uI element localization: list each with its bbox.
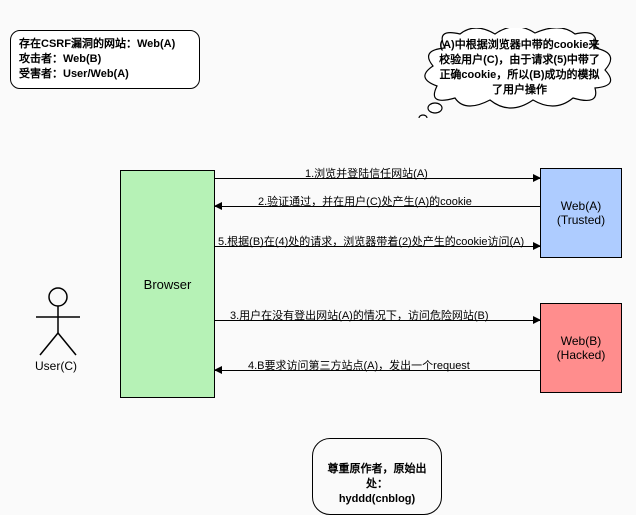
arrow-label: 3.用户在没有登出网站(A)的情况下，访问危险网站(B) <box>230 307 489 323</box>
legend-box: 存在CSRF漏洞的网站：Web(A) 攻击者：Web(B) 受害者：User/W… <box>10 30 200 89</box>
arrow-label: 5.根据(B)在(4)处的请求，浏览器带着(2)处产生的cookie访问(A) <box>218 233 524 249</box>
callout-text: (A)中根据浏览器中带的cookie来校验用户(C)，由于请求(5)中带了正确c… <box>437 38 602 97</box>
legend-line: 存在CSRF漏洞的网站：Web(A) <box>19 37 191 52</box>
arrow-label: 4.B要求访问第三方站点(A)，发出一个request <box>248 357 470 373</box>
attribution: 尊重原作者，原始出处： hyddd(cnblog) <box>312 438 442 515</box>
arrow-label: 1.浏览并登陆信任网站(A) <box>305 165 428 181</box>
node-web-b-label: Web(B) (Hacked) <box>557 334 606 362</box>
node-web-a: Web(A) (Trusted) <box>540 168 622 258</box>
node-web-b: Web(B) (Hacked) <box>540 303 622 393</box>
arrow-label: 2.验证通过，并在用户(C)处产生(A)的cookie <box>258 193 472 209</box>
node-browser-label: Browser <box>144 277 192 292</box>
node-browser: Browser <box>120 170 215 398</box>
attribution-text: 尊重原作者，原始出处： hyddd(cnblog) <box>328 463 427 505</box>
legend-line: 受害者：User/Web(A) <box>19 67 191 82</box>
user-label: User(C) <box>35 359 77 373</box>
user-icon <box>28 285 88 370</box>
node-web-a-label: Web(A) (Trusted) <box>557 199 605 227</box>
legend-line: 攻击者：Web(B) <box>19 52 191 67</box>
